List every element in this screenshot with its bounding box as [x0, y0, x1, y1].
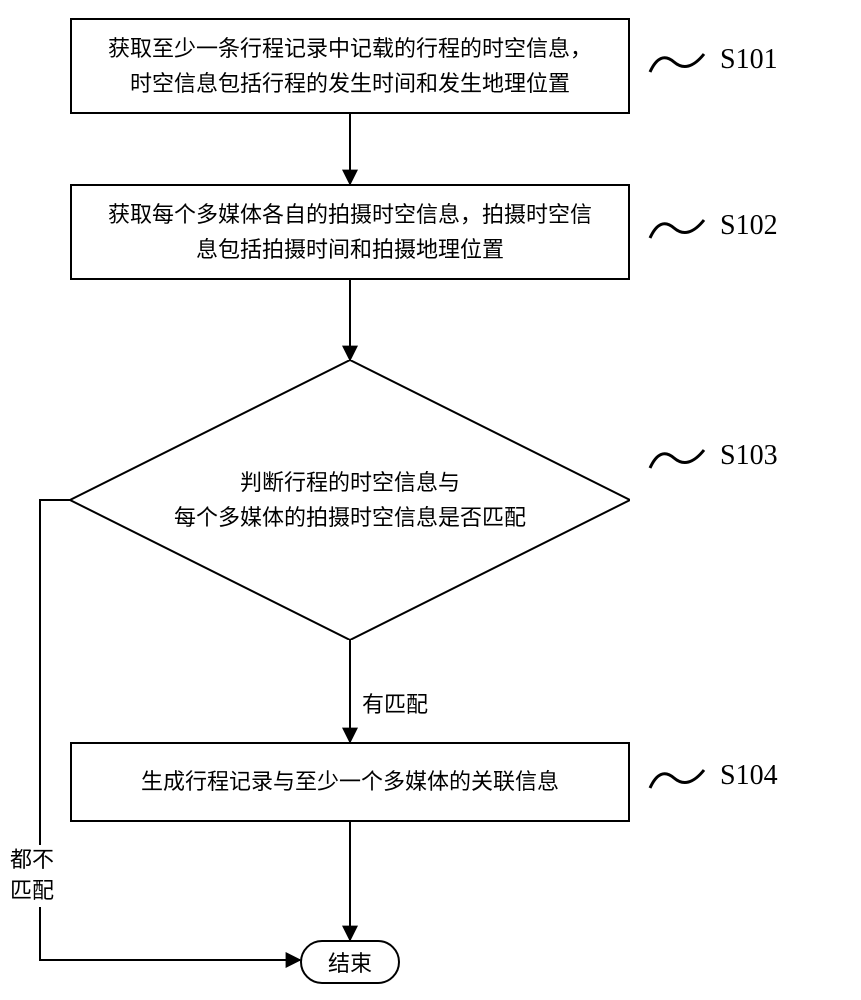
process-s104-text: 生成行程记录与至少一个多媒体的关联信息: [141, 764, 559, 799]
wave-s102: [648, 210, 708, 250]
process-s104: 生成行程记录与至少一个多媒体的关联信息: [70, 742, 630, 822]
decision-s103-text-span: 判断行程的时空信息与每个多媒体的拍摄时空信息是否匹配: [174, 465, 526, 535]
decision-s103-text: 判断行程的时空信息与每个多媒体的拍摄时空信息是否匹配: [70, 360, 630, 640]
edge-label-nomatch: 都不匹配: [10, 845, 54, 907]
step-label-s102: S102: [720, 210, 778, 242]
terminator-end-text: 结束: [328, 946, 372, 978]
edge-label-match: 有匹配: [362, 690, 428, 721]
step-label-s104: S104: [720, 760, 778, 792]
terminator-end: 结束: [300, 940, 400, 984]
process-s101: 获取至少一条行程记录中记载的行程的时空信息，时空信息包括行程的发生时间和发生地理…: [70, 18, 630, 114]
process-s101-text: 获取至少一条行程记录中记载的行程的时空信息，时空信息包括行程的发生时间和发生地理…: [108, 31, 592, 101]
wave-s104: [648, 760, 708, 800]
process-s102: 获取每个多媒体各自的拍摄时空信息，拍摄时空信息包括拍摄时间和拍摄地理位置: [70, 184, 630, 280]
step-label-s103: S103: [720, 440, 778, 472]
process-s102-text: 获取每个多媒体各自的拍摄时空信息，拍摄时空信息包括拍摄时间和拍摄地理位置: [108, 197, 592, 267]
decision-s103: 判断行程的时空信息与每个多媒体的拍摄时空信息是否匹配: [70, 360, 630, 640]
wave-s101: [648, 44, 708, 84]
step-label-s101: S101: [720, 44, 778, 76]
wave-s103: [648, 440, 708, 480]
